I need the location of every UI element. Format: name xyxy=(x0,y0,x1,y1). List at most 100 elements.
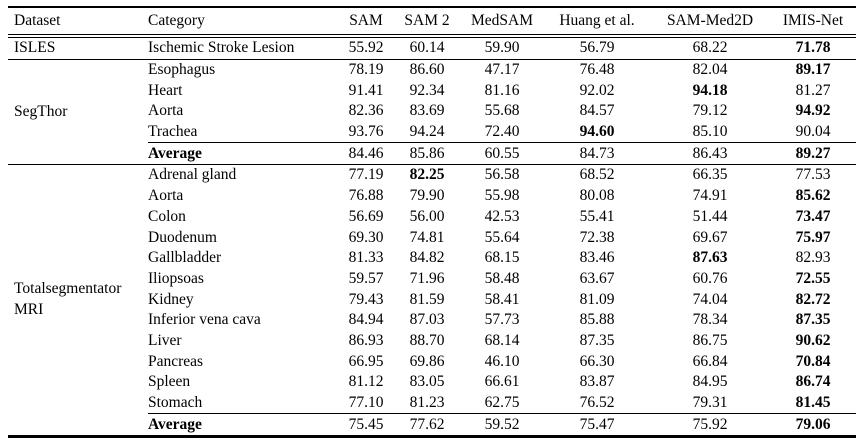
value-cell: 84.57 xyxy=(579,102,615,120)
value-cell: 90.62 xyxy=(795,331,831,349)
category-cell: Aorta xyxy=(148,187,184,205)
value-cell: 55.41 xyxy=(579,207,615,225)
value-cell: 56.69 xyxy=(348,207,384,225)
value-cell: 79.12 xyxy=(692,102,728,120)
table-row: Liver 86.93 88.70 68.14 87.35 86.75 90.62 xyxy=(8,331,856,352)
value-cell: 87.63 xyxy=(692,249,728,267)
value-cell: 55.68 xyxy=(484,102,520,120)
category-cell: Iliopsoas xyxy=(148,269,204,287)
value-cell: 93.76 xyxy=(348,123,384,141)
column-header-sam2: SAM 2 xyxy=(394,7,460,38)
value-cell: 56.58 xyxy=(484,166,520,184)
value-cell: 56.00 xyxy=(409,207,445,225)
value-cell: 71.78 xyxy=(770,36,856,60)
value-cell: 85.88 xyxy=(579,311,615,329)
category-cell: Inferior vena cava xyxy=(148,311,261,329)
value-cell: 82.25 xyxy=(409,166,445,184)
column-header-medsam: MedSAM xyxy=(460,7,544,38)
value-cell: 82.36 xyxy=(348,102,384,120)
value-cell: 76.52 xyxy=(579,394,615,412)
value-cell: 72.40 xyxy=(484,123,520,141)
table-row: Stomach 77.10 81.23 62.75 76.52 79.31 81.45 xyxy=(8,393,856,414)
table-row: Gallbladder 81.33 84.82 68.15 83.46 87.63 82.9… xyxy=(8,248,856,269)
value-cell: 56.79 xyxy=(544,36,650,60)
value-cell: 94.24 xyxy=(409,123,445,141)
table-row: Pancreas 66.95 69.86 46.10 66.30 66.84 70.84 xyxy=(8,351,856,372)
table-row: Duodenum 69.30 74.81 55.64 72.38 69.67 75.97 xyxy=(8,227,856,248)
column-header-dataset: Dataset xyxy=(8,7,148,38)
value-cell: 66.30 xyxy=(579,352,615,370)
value-cell: 68.52 xyxy=(579,166,615,184)
value-cell: 84.73 xyxy=(544,142,650,166)
table-row: Aorta 82.36 83.69 55.68 84.57 79.12 94.92 xyxy=(8,101,856,122)
value-cell: 77.10 xyxy=(348,394,384,412)
value-cell: 68.14 xyxy=(484,331,520,349)
value-cell: 75.45 xyxy=(338,413,394,437)
table-row: Spleen 81.12 83.05 66.61 83.87 84.95 86.74 xyxy=(8,372,856,393)
value-cell: 70.84 xyxy=(795,352,831,370)
value-cell: 81.27 xyxy=(795,81,831,99)
value-cell: 55.98 xyxy=(484,187,520,205)
value-cell: 58.48 xyxy=(484,269,520,287)
value-cell: 83.87 xyxy=(579,373,615,391)
table-row: Heart 91.41 92.34 81.16 92.02 94.18 81.27 xyxy=(8,80,856,101)
value-cell: 66.61 xyxy=(484,373,520,391)
value-cell: 76.48 xyxy=(579,61,615,79)
value-cell: 79.06 xyxy=(770,413,856,437)
category-cell: Trachea xyxy=(148,123,198,141)
value-cell: 86.60 xyxy=(409,61,445,79)
category-cell: Pancreas xyxy=(148,352,204,370)
table-row: Aorta 76.88 79.90 55.98 80.08 74.91 85.62 xyxy=(8,186,856,207)
value-cell: 80.08 xyxy=(579,187,615,205)
value-cell: 86.74 xyxy=(795,373,831,391)
value-cell: 87.35 xyxy=(795,311,831,329)
value-cell: 55.92 xyxy=(338,36,394,60)
value-cell: 86.43 xyxy=(650,142,770,166)
value-cell: 92.02 xyxy=(579,81,615,99)
category-cell: Aorta xyxy=(148,102,184,120)
value-cell: 85.86 xyxy=(394,142,460,166)
value-cell: 47.17 xyxy=(484,61,520,79)
table-row: Inferior vena cava 84.94 87.03 57.73 85.88 78… xyxy=(8,310,856,331)
value-cell: 66.95 xyxy=(348,352,384,370)
value-cell: 82.93 xyxy=(795,249,831,267)
results-table-body: ISLES Ischemic Stroke Lesion 55.92 60.14 59.… xyxy=(8,36,856,437)
value-cell: 86.75 xyxy=(692,331,728,349)
value-cell: 81.59 xyxy=(409,290,445,308)
value-cell: 63.67 xyxy=(579,269,615,287)
value-cell: 77.53 xyxy=(795,166,831,184)
value-cell: 92.34 xyxy=(409,81,445,99)
value-cell: 81.16 xyxy=(484,81,520,99)
column-header-huang: Huang et al. xyxy=(544,7,650,38)
table-row: Trachea 93.76 94.24 72.40 94.60 85.10 90.04 xyxy=(8,122,856,143)
results-table-header: Dataset Category SAM SAM 2 MedSAM Huang … xyxy=(8,7,856,38)
category-cell: Kidney xyxy=(148,290,194,308)
value-cell: 84.94 xyxy=(348,311,384,329)
dataset-cell: SegThor xyxy=(8,59,148,166)
category-cell: Adrenal gland xyxy=(148,166,237,184)
value-cell: 60.55 xyxy=(460,142,544,166)
table-row: Iliopsoas 59.57 71.96 58.48 63.67 60.76 72.55 xyxy=(8,269,856,290)
value-cell: 68.22 xyxy=(650,36,770,60)
value-cell: 55.64 xyxy=(484,228,520,246)
header-row: Dataset Category SAM SAM 2 MedSAM Huang … xyxy=(8,7,856,38)
value-cell: 46.10 xyxy=(484,352,520,370)
value-cell: 85.62 xyxy=(795,187,831,205)
dataset-cell: ISLES xyxy=(8,36,148,60)
value-cell: 81.09 xyxy=(579,290,615,308)
value-cell: 62.75 xyxy=(484,394,520,412)
value-cell: 82.72 xyxy=(795,290,831,308)
table-row: Colon 56.69 56.00 42.53 55.41 51.44 73.47 xyxy=(8,207,856,228)
value-cell: 75.97 xyxy=(795,228,831,246)
table-row: ISLES Ischemic Stroke Lesion 55.92 60.14 59.… xyxy=(8,36,856,60)
value-cell: 74.81 xyxy=(409,228,445,246)
value-cell: 74.91 xyxy=(692,187,728,205)
value-cell: 91.41 xyxy=(348,81,384,99)
value-cell: 88.70 xyxy=(409,331,445,349)
column-header-imisnet: IMIS-Net xyxy=(770,7,856,38)
value-cell: 81.23 xyxy=(409,394,445,412)
value-cell: 81.45 xyxy=(795,394,831,412)
value-cell: 66.35 xyxy=(692,166,728,184)
category-cell: Ischemic Stroke Lesion xyxy=(148,36,338,60)
